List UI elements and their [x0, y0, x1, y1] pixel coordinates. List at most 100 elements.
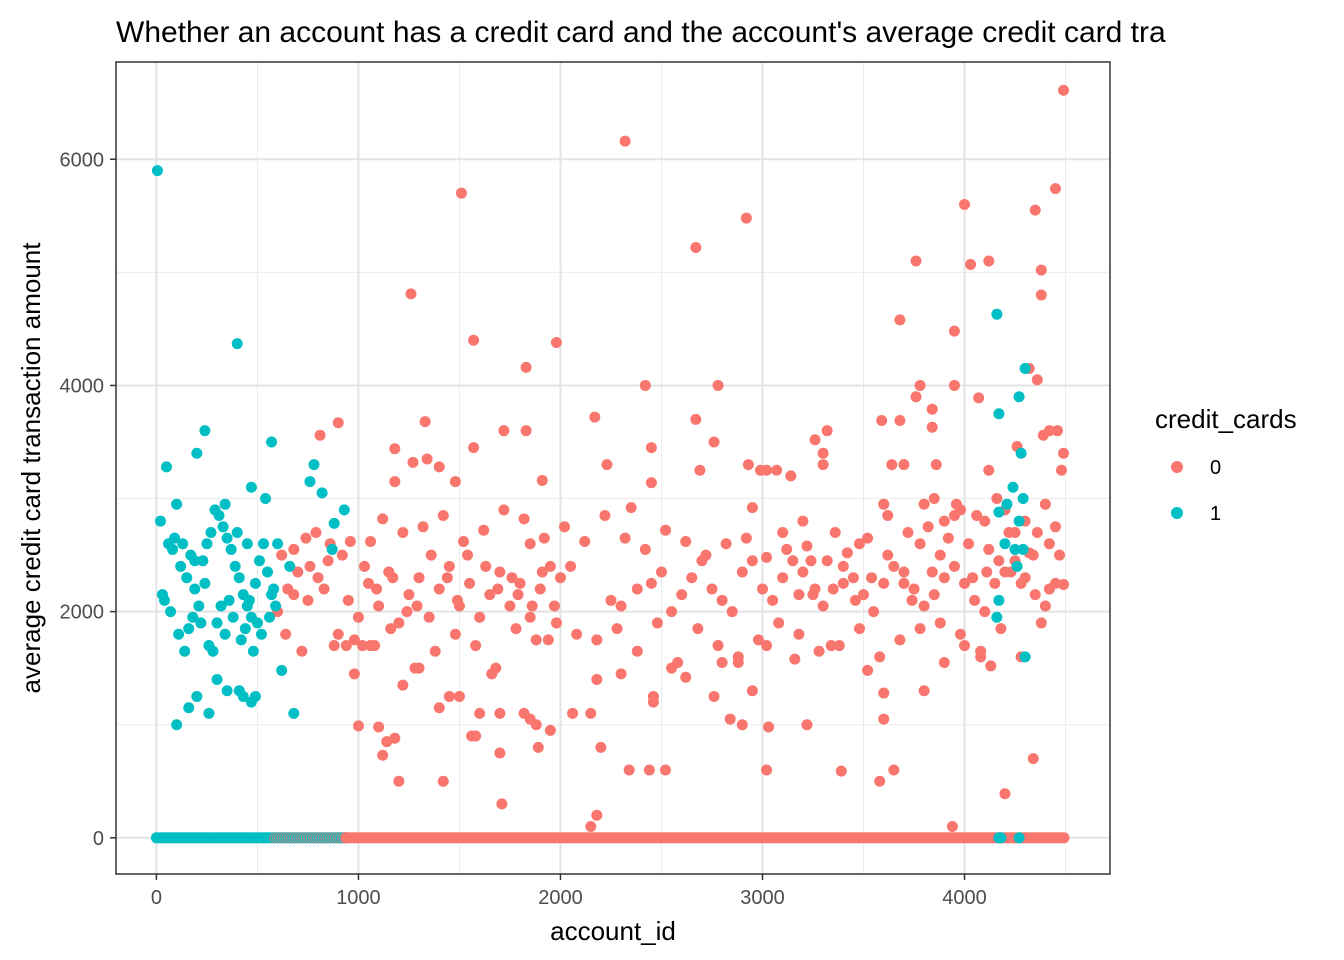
data-point-series-0: [536, 566, 548, 578]
data-point-series-0: [474, 611, 486, 623]
data-point-series-0: [328, 640, 340, 652]
data-point-series-1: [326, 543, 338, 555]
data-point-series-0: [393, 775, 405, 787]
data-point-series-0: [676, 589, 688, 601]
legend-key-0: [1171, 461, 1183, 473]
data-point-series-0: [322, 555, 334, 567]
data-point-series-0: [752, 634, 764, 646]
data-point-series-1: [262, 566, 274, 578]
data-point-series-0: [639, 543, 651, 555]
data-point-series-0: [1029, 589, 1041, 601]
data-point-series-0: [773, 617, 785, 629]
data-point-series-0: [389, 476, 401, 488]
data-point-series-0: [979, 515, 991, 527]
data-point-series-0: [720, 538, 732, 550]
data-point-series-1: [249, 690, 261, 702]
data-point-series-0: [898, 566, 910, 578]
data-point-series-0: [991, 493, 1003, 505]
data-point-series-0: [494, 747, 506, 759]
data-point-series-0: [492, 583, 504, 595]
data-point-series-0: [451, 594, 463, 606]
data-point-series-0: [433, 461, 445, 473]
legend: credit_cards 0 1: [1155, 404, 1297, 525]
data-point-series-0: [1058, 447, 1070, 459]
data-point-series-0: [631, 645, 643, 657]
data-point-series-0: [468, 334, 480, 346]
data-point-series-1: [229, 560, 241, 572]
data-point-series-0: [995, 623, 1007, 635]
data-point-series-0: [615, 600, 627, 612]
data-point-series-0: [906, 594, 918, 606]
data-point-series-1: [189, 555, 201, 567]
data-point-series-0: [1037, 429, 1049, 441]
data-point-series-0: [524, 611, 536, 623]
data-point-series-0: [1031, 374, 1043, 386]
data-point-series-0: [858, 589, 870, 601]
data-point-series-0: [1051, 425, 1063, 437]
data-point-series-0: [520, 361, 532, 373]
data-point-series-1: [175, 560, 187, 572]
data-point-series-0: [926, 421, 938, 433]
data-point-series-1: [237, 690, 249, 702]
data-point-series-0: [817, 459, 829, 471]
data-point-series-0: [882, 549, 894, 561]
data-point-series-0: [813, 645, 825, 657]
data-point-series-1: [171, 719, 183, 731]
data-point-series-0: [506, 572, 518, 584]
data-point-series-1: [241, 538, 253, 550]
data-point-series-0: [1053, 549, 1065, 561]
data-point-series-0: [526, 600, 538, 612]
data-point-series-0: [548, 600, 560, 612]
data-point-series-0: [365, 640, 377, 652]
data-point-series-1: [1013, 391, 1025, 403]
data-point-series-0: [767, 594, 779, 606]
data-point-series-0: [835, 765, 847, 777]
data-point-series-0: [948, 325, 960, 337]
data-point-series-0: [478, 524, 490, 536]
data-point-series-1: [227, 611, 239, 623]
data-point-series-0: [837, 560, 849, 572]
data-point-series-0: [878, 577, 890, 589]
data-point-series-1: [154, 515, 166, 527]
data-point-series-0: [724, 713, 736, 725]
data-point-series-0: [377, 749, 389, 761]
data-point-series-0: [1056, 464, 1068, 476]
data-point-series-0: [453, 690, 465, 702]
data-point-series-0: [480, 560, 492, 572]
data-point-series-0: [359, 560, 370, 572]
data-point-series-0: [959, 640, 971, 652]
data-point-series-0: [888, 764, 900, 776]
data-point-series-0: [821, 425, 833, 437]
data-point-series-0: [971, 509, 983, 521]
data-point-series-0: [407, 456, 419, 468]
data-point-series-0: [417, 521, 429, 533]
data-point-series-0: [421, 453, 433, 465]
data-point-series-0: [740, 212, 752, 224]
data-point-series-0: [910, 255, 922, 267]
data-point-series-1: [215, 600, 227, 612]
data-point-series-0: [332, 628, 344, 640]
data-point-series-0: [544, 560, 556, 572]
data-point-series-0: [809, 434, 821, 446]
data-point-series-1: [213, 509, 225, 521]
data-point-series-0: [918, 685, 930, 697]
data-point-series-0: [690, 413, 702, 425]
data-point-series-0: [736, 719, 748, 731]
data-point-series-0: [680, 536, 692, 548]
data-point-series-0: [1031, 526, 1043, 538]
data-point-series-1: [239, 623, 251, 635]
data-point-series-0: [1029, 204, 1041, 216]
x-axis: 0 1000 2000 3000 4000: [151, 874, 987, 909]
data-point-series-0: [736, 566, 748, 578]
data-point-series-1: [1019, 362, 1031, 374]
data-point-series-1: [167, 543, 179, 555]
data-point-series-0: [567, 707, 579, 719]
data-point-series-0: [985, 660, 997, 672]
data-point-series-0: [292, 566, 304, 578]
data-point-series-0: [419, 416, 431, 428]
data-point-series-1: [189, 583, 201, 595]
data-point-series-0: [898, 577, 910, 589]
data-point-series-0: [1049, 521, 1061, 533]
data-point-series-0: [910, 391, 922, 403]
data-point-series-0: [1035, 264, 1047, 276]
